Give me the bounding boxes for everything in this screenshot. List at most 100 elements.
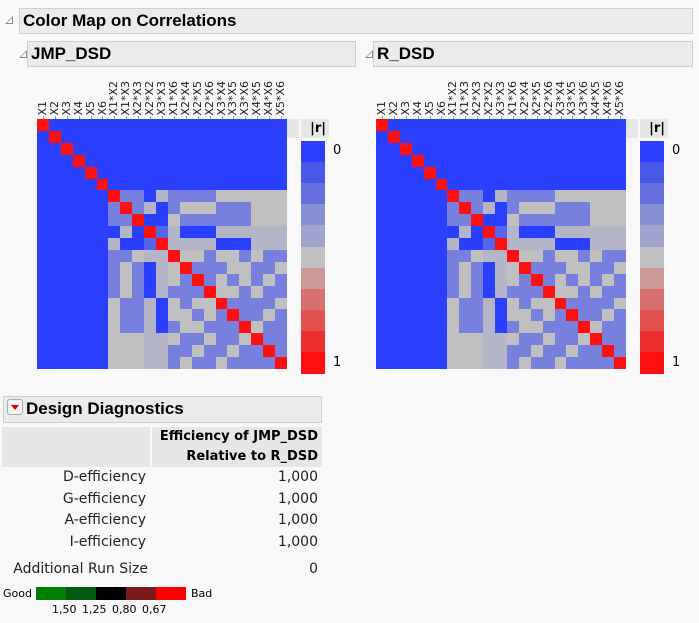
disclosure-triangle-icon[interactable] xyxy=(365,50,373,58)
heatmap-cell xyxy=(227,166,240,179)
heatmap-cell xyxy=(542,214,556,227)
heatmap-cell xyxy=(48,285,62,299)
heatmap-cell xyxy=(203,130,217,144)
disclosure-triangle-icon[interactable] xyxy=(5,16,13,24)
section-header-color-map[interactable]: Color Map on Correlations xyxy=(19,8,693,34)
heatmap-cell xyxy=(37,249,50,263)
column-tick xyxy=(173,116,175,119)
heatmap-cell xyxy=(566,345,579,358)
heatmap-cell xyxy=(96,190,109,203)
heatmap-cell xyxy=(132,154,145,168)
heatmap-cell xyxy=(156,321,169,334)
heatmap-cell xyxy=(483,202,496,215)
heatmap-cell xyxy=(239,249,252,263)
heatmap-cell xyxy=(132,273,145,287)
heatmap-cell xyxy=(423,273,436,287)
heatmap-cell xyxy=(602,321,615,334)
heatmap-cell xyxy=(435,166,448,179)
heatmap-cell xyxy=(167,166,181,179)
heatmap-cell xyxy=(459,273,472,287)
heatmap-cell xyxy=(144,297,157,310)
legend-swatch xyxy=(640,352,664,374)
heatmap-cell xyxy=(191,345,205,358)
heatmap-cell xyxy=(554,357,567,370)
heatmap-cell xyxy=(215,214,228,227)
heatmap-cell xyxy=(483,190,496,203)
heatmap-cell xyxy=(423,154,436,168)
heatmap-cell xyxy=(215,226,228,239)
heatmap-cell xyxy=(506,345,520,358)
heatmap-cell xyxy=(84,190,97,203)
panel-header-jmp-dsd[interactable]: JMP_DSD xyxy=(27,41,356,67)
column-tick xyxy=(221,116,223,119)
heatmap-cell xyxy=(376,166,389,179)
heatmap-cell xyxy=(227,333,240,346)
column-tick xyxy=(620,116,622,119)
efficiency-color-scale xyxy=(36,587,186,600)
heatmap-cell xyxy=(447,321,460,334)
heatmap-cell xyxy=(495,261,508,275)
heatmap-cell xyxy=(506,273,520,287)
diagnostics-header[interactable]: Design Diagnostics xyxy=(3,396,322,423)
column-tick xyxy=(441,116,443,119)
heatmap-cell xyxy=(84,142,97,156)
heatmap-cell xyxy=(566,119,579,132)
legend-swatch xyxy=(301,162,325,184)
column-tick xyxy=(524,116,526,119)
heatmap-cell xyxy=(376,202,389,215)
heatmap-cell xyxy=(263,178,276,191)
heatmap-cell xyxy=(435,130,448,144)
heatmap-cell xyxy=(132,249,145,263)
disclosure-triangle-icon[interactable] xyxy=(19,50,27,58)
heatmap-cell xyxy=(602,249,615,263)
heatmap-cell xyxy=(411,285,425,299)
heatmap-cell xyxy=(191,190,205,203)
heatmap-cell xyxy=(399,154,413,168)
heatmap-cell xyxy=(530,297,544,310)
heatmap-cell xyxy=(167,130,181,144)
heatmap-cell xyxy=(263,297,276,310)
heatmap-cell xyxy=(48,226,62,239)
heatmap-cell xyxy=(179,119,193,132)
heatmap-cell xyxy=(578,166,591,179)
heatmap-cell xyxy=(447,119,460,132)
heatmap-cell xyxy=(239,214,252,227)
heatmap-cell xyxy=(471,130,484,144)
heatmap-cell xyxy=(602,238,615,251)
heatmap-cell xyxy=(578,333,591,346)
heatmap-cell xyxy=(132,297,145,310)
heatmap-cell xyxy=(435,190,448,203)
heatmap-cell xyxy=(590,261,603,275)
heatmap-cell xyxy=(530,238,544,251)
heatmap-cell xyxy=(72,273,86,287)
heatmap-cell xyxy=(191,178,205,191)
red-triangle-menu-icon[interactable] xyxy=(7,399,23,415)
heatmap-cell xyxy=(614,238,627,251)
heatmap-cell xyxy=(144,202,157,215)
heatmap-cell xyxy=(447,297,460,310)
heatmap-cell xyxy=(60,119,74,132)
heatmap-cell xyxy=(495,202,508,215)
heatmap-cell xyxy=(108,166,121,179)
heatmap-cell xyxy=(179,357,193,370)
heatmap-cell xyxy=(108,309,121,322)
heatmap-cell xyxy=(203,285,217,299)
heatmap-cell xyxy=(37,154,50,168)
heatmap-cell xyxy=(411,238,425,251)
heatmap-cell xyxy=(376,154,389,168)
column-tick xyxy=(78,116,80,119)
panel-header-r-dsd[interactable]: R_DSD xyxy=(373,41,693,67)
efficiency-label: A-efficiency xyxy=(64,512,146,529)
heatmap-cell xyxy=(578,214,591,227)
heatmap-cell xyxy=(251,226,264,239)
heatmap-cell xyxy=(263,249,276,263)
heatmap-cell xyxy=(96,226,109,239)
heatmap-cell xyxy=(459,226,472,239)
heatmap-cell xyxy=(602,202,615,215)
column-tick xyxy=(512,116,514,119)
heatmap-cell xyxy=(506,333,520,346)
heatmap-cell xyxy=(554,226,567,239)
heatmap-cell xyxy=(518,238,532,251)
heatmap-cell xyxy=(132,238,145,251)
heatmap-cell xyxy=(84,214,97,227)
